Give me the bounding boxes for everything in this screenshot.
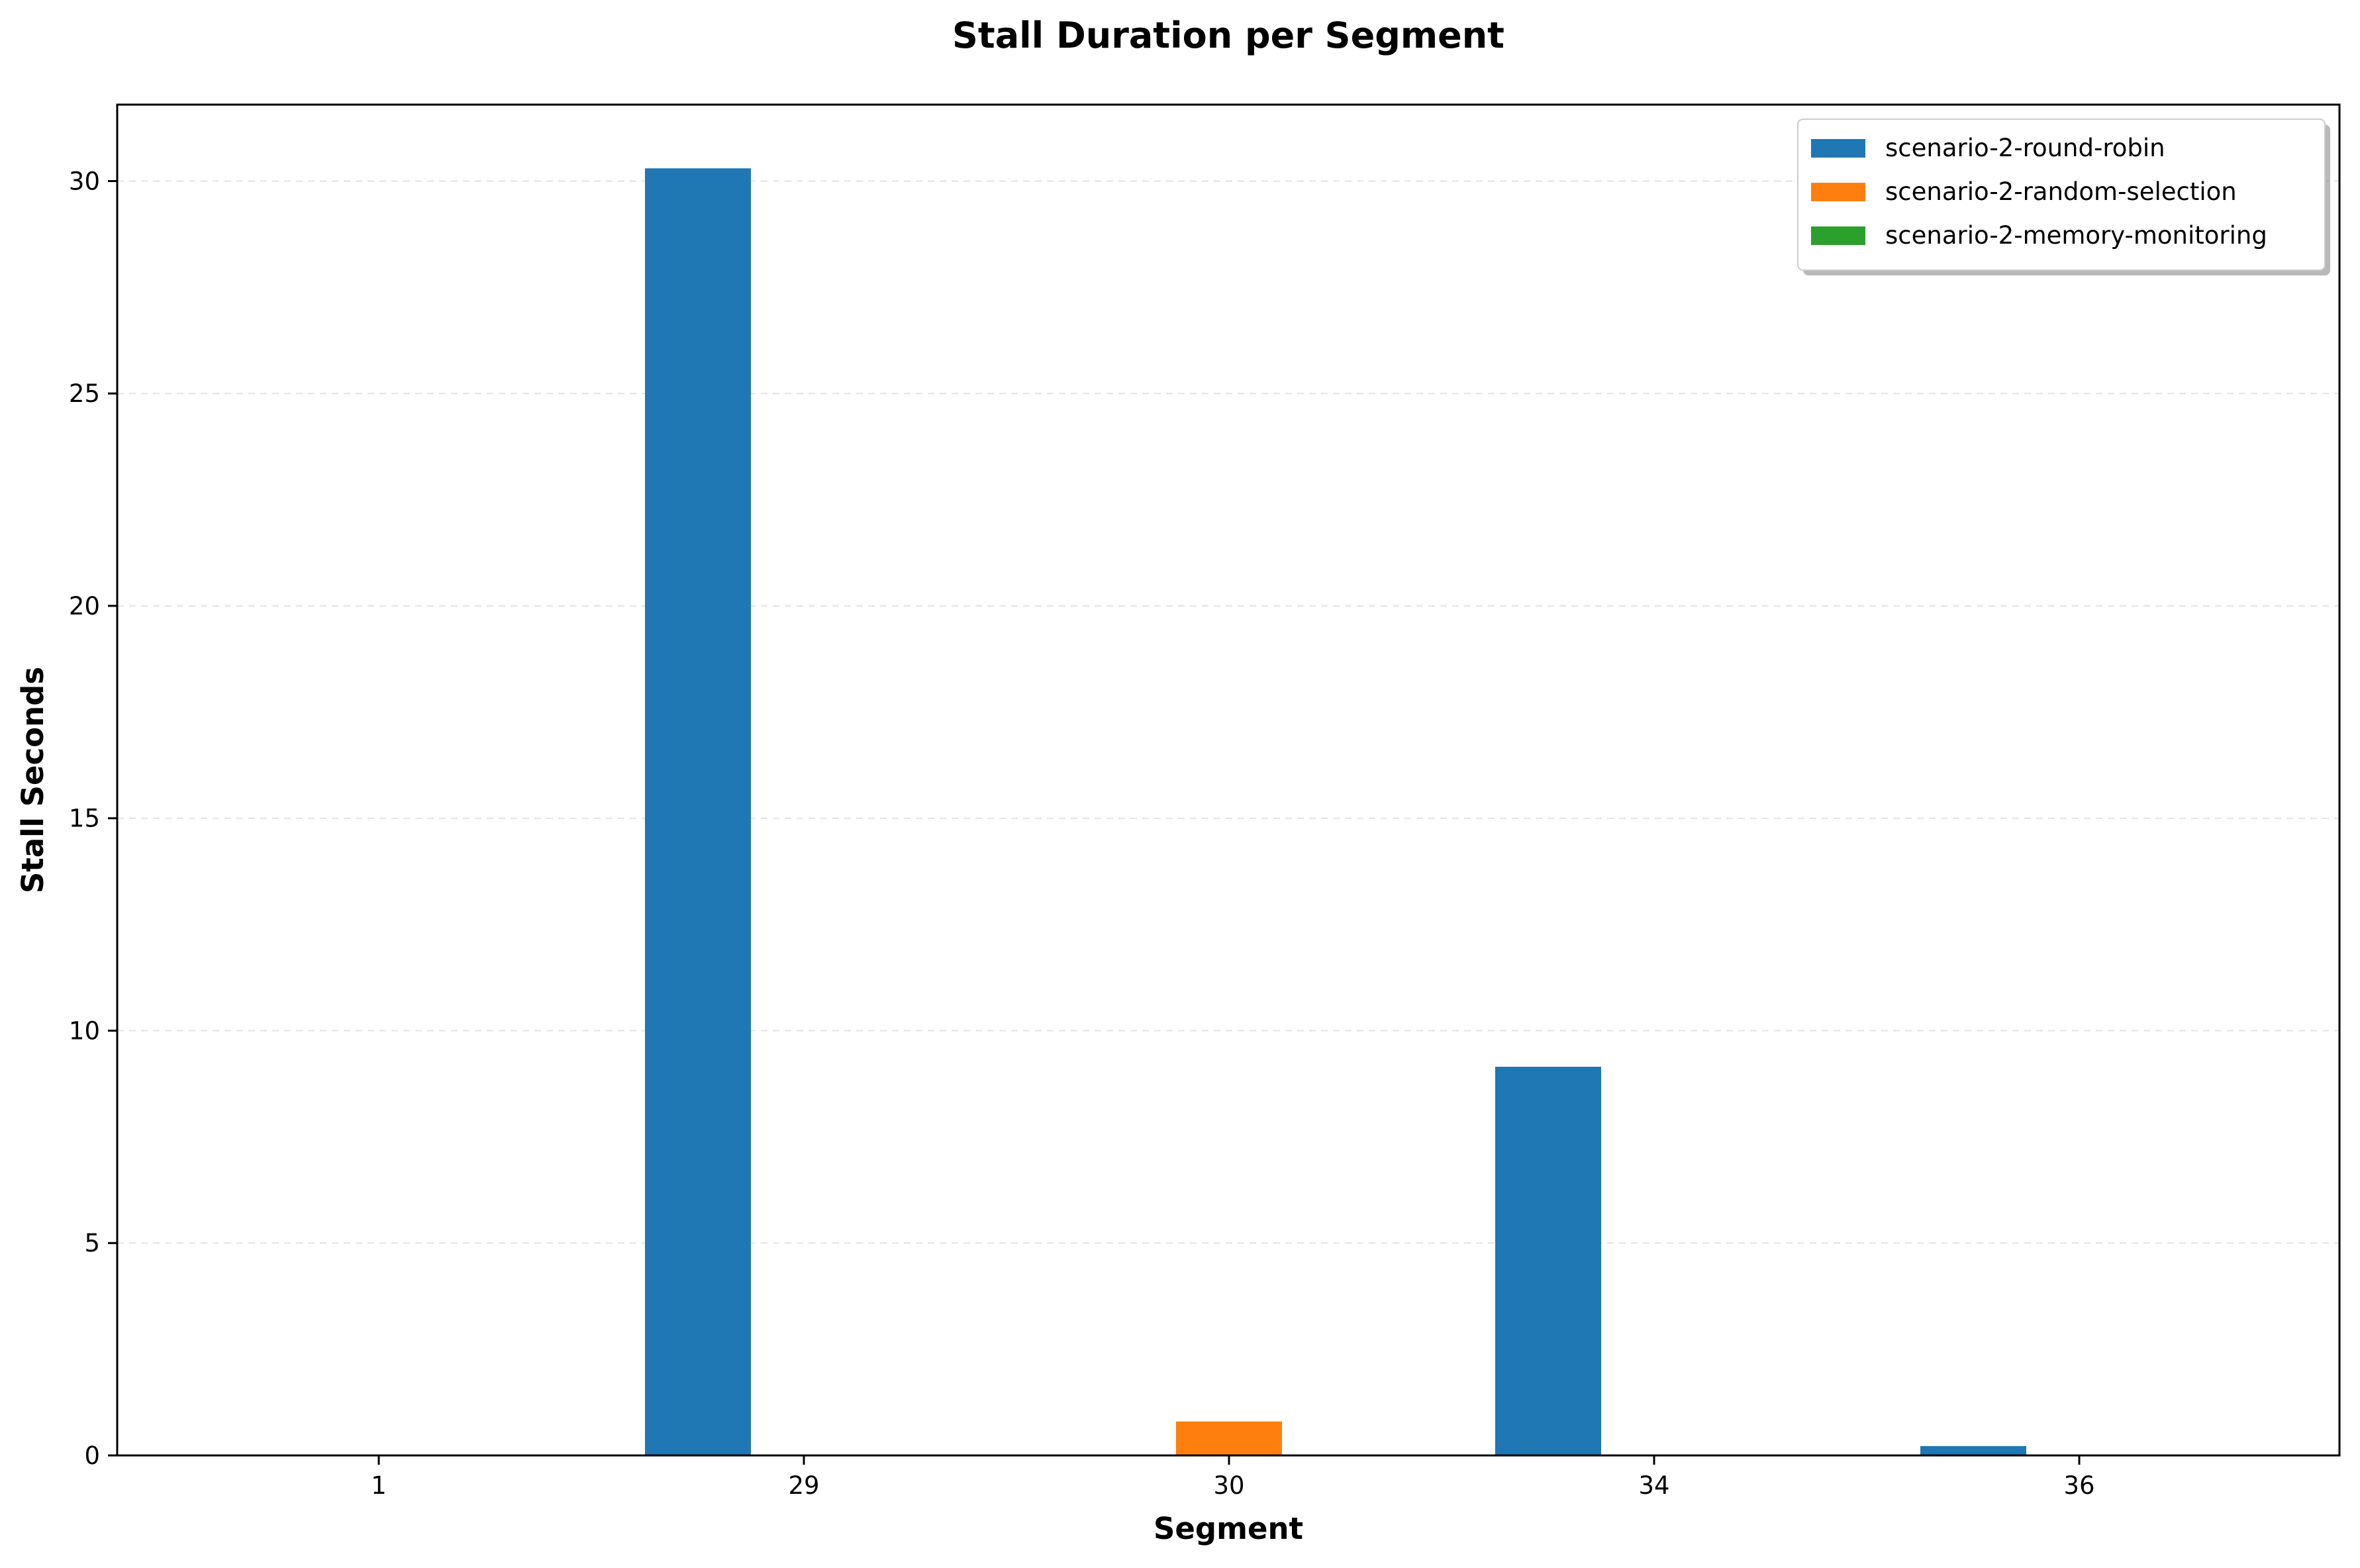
x-tick-label-34: 34 xyxy=(1638,1471,1669,1500)
bar-scenario-2-round-robin-segment-29 xyxy=(645,168,751,1455)
y-axis-ticks: 0 5 10 15 20 25 30 xyxy=(69,167,117,1470)
x-axis-ticks: 1 29 30 34 36 xyxy=(371,1455,2095,1500)
x-tick-label-29: 29 xyxy=(788,1471,819,1500)
x-tick-label-1: 1 xyxy=(371,1471,387,1500)
y-axis-label: Stall Seconds xyxy=(15,667,50,893)
legend-swatch-scenario-2-random-selection xyxy=(1811,183,1865,201)
legend-label-scenario-2-random-selection: scenario-2-random-selection xyxy=(1885,177,2237,206)
y-tick-label-1: 5 xyxy=(84,1229,100,1257)
bars xyxy=(645,168,2026,1455)
bar-scenario-2-random-selection-segment-30 xyxy=(1176,1421,1282,1455)
x-axis-label: Segment xyxy=(1154,1511,1303,1546)
bar-scenario-2-round-robin-segment-36 xyxy=(1920,1446,2026,1455)
x-tick-label-30: 30 xyxy=(1213,1471,1244,1500)
y-tick-label-2: 10 xyxy=(69,1016,100,1045)
legend-box xyxy=(1797,119,2326,271)
legend-swatch-scenario-2-memory-monitoring xyxy=(1811,226,1865,245)
y-tick-label-4: 20 xyxy=(69,592,100,620)
legend-label-scenario-2-memory-monitoring: scenario-2-memory-monitoring xyxy=(1885,221,2267,250)
y-tick-label-5: 25 xyxy=(69,379,100,408)
y-tick-label-0: 0 xyxy=(84,1442,100,1470)
bar-scenario-2-round-robin-segment-34 xyxy=(1495,1067,1601,1455)
chart-title: Stall Duration per Segment xyxy=(952,15,1504,56)
y-tick-label-3: 15 xyxy=(69,805,100,833)
y-tick-label-6: 30 xyxy=(69,167,100,195)
legend: scenario-2-round-robin scenario-2-random-… xyxy=(1797,119,2330,275)
x-tick-label-36: 36 xyxy=(2063,1471,2094,1500)
legend-label-scenario-2-round-robin: scenario-2-round-robin xyxy=(1885,134,2165,162)
legend-swatch-scenario-2-round-robin xyxy=(1811,139,1865,158)
